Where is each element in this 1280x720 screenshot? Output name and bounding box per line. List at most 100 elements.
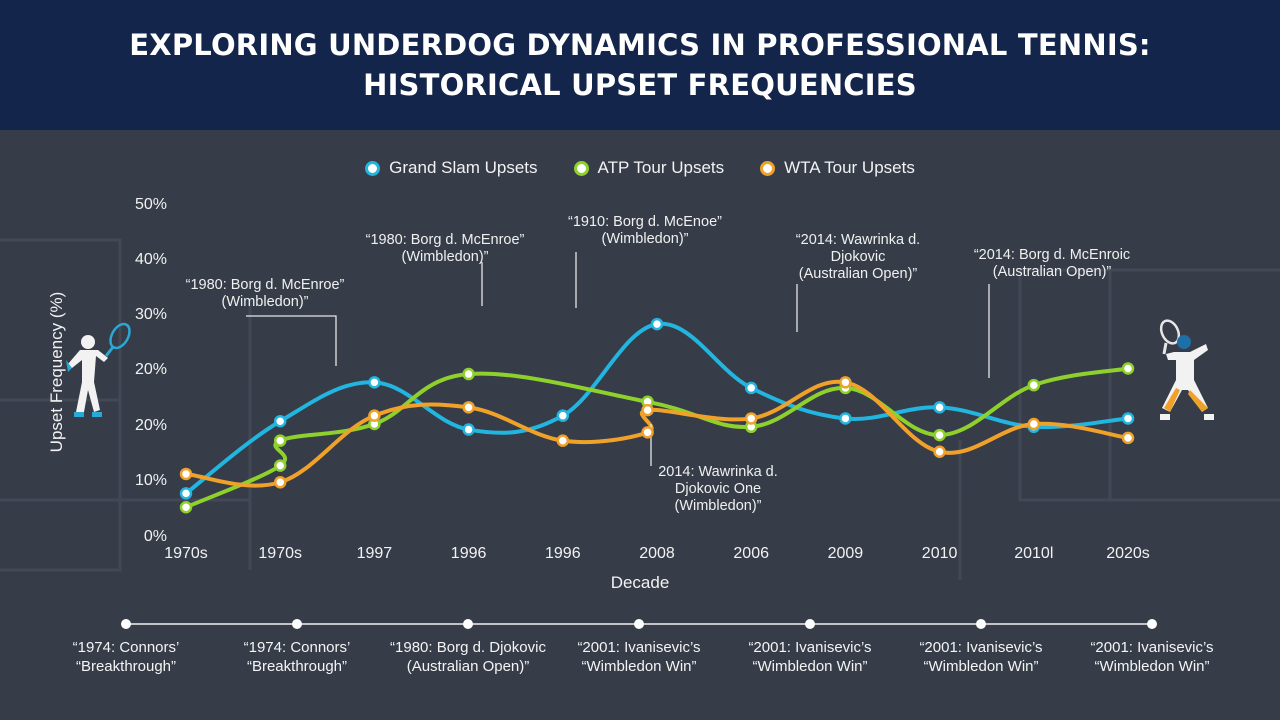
y-tick-label: 50% [135,196,167,213]
data-point-grand-slam [179,487,193,500]
tennis-player-left-icon [66,322,131,417]
x-tick-label: 2010l [1014,545,1053,562]
timeline-event-label: “2001: Ivanisevic’s “Wimbledon Win” [896,638,1066,676]
x-axis-label: Decade [611,573,670,592]
x-tick-label: 1996 [545,545,581,562]
annotation-text: “1980: Borg d. McEnroe” (Wimbledon)” [366,232,525,265]
x-tick-label: 2008 [639,545,675,562]
x-tick-label: 1996 [451,545,487,562]
timeline-event-line-2: “Wimbledon Win” [923,658,1039,675]
x-tick-label: 1997 [357,545,393,562]
annotation-text: “1910: Borg d. McEnoe” (Wimbledon)” [568,214,722,247]
legend-item-grand-slam: Grand Slam Upsets [365,158,538,178]
x-tick-label: 1970s [258,545,302,562]
legend-marker-wta [760,160,776,176]
chart-title-line-2: HISTORICAL UPSET FREQUENCIES [363,68,917,102]
timeline-event-line-2: “Wimbledon Win” [581,658,697,675]
data-point-atp [1121,362,1135,375]
data-point-wta [273,476,287,489]
tennis-player-right-icon [1159,319,1214,420]
series-line-atp [184,366,1130,510]
y-tick-label: 10% [135,472,167,489]
y-axis-label: Upset Frequency (%) [47,292,66,453]
data-point-grand-slam [1121,412,1135,425]
header-banner: EXPLORING UNDERDOG DYNAMICS IN PROFESSIO… [0,0,1280,130]
timeline-event-line-2: “Breakthrough” [75,658,177,675]
timeline-event-line-1: “2001: Ivanisevic’s [577,639,701,656]
annotation-connectors [246,252,990,466]
timeline-marker [976,619,986,629]
timeline-event-label: “1980: Borg d. Djokovic (Australian Open)… [383,638,553,676]
annotation-text: “2014: Wawrinka d. Djokovic (Australian Op… [796,232,920,282]
timeline-event-label: “2001: Ivanisevic’s “Wimbledon Win” [1067,638,1237,676]
x-tick-label: 2009 [828,545,864,562]
x-tick-label: 1970s [164,545,208,562]
timeline [121,619,1157,629]
data-point-atp [462,367,475,381]
data-point-wta [368,409,381,422]
data-point-grand-slam [273,414,287,428]
timeline-event-line-1: “1980: Borg d. Djokovic [390,639,546,656]
legend-marker-grand-slam [365,160,381,176]
data-point-wta [1121,431,1135,445]
timeline-marker [292,619,302,629]
data-point-grand-slam [650,317,664,331]
timeline-event-line-2: “Wimbledon Win” [752,658,868,675]
timeline-marker [121,619,131,629]
data-point-grand-slam [368,376,381,389]
legend-item-atp: ATP Tour Upsets [573,158,725,178]
timeline-event-label: “2001: Ivanisevic’s “Wimbledon Win” [725,638,895,676]
y-tick-label: 20% [135,361,167,378]
timeline-event-line-2: “Breakthrough” [246,658,348,675]
data-point-atp [179,501,193,514]
x-tick-label: 2020s [1106,545,1150,562]
y-tick-label: 0% [144,528,167,545]
timeline-event-label: “2001: Ivanisevic’s “Wimbledon Win” [554,638,724,676]
x-axis-ticks: 1970s 1970s 1997 1996 1996 2008 2006 2009 2010 20… [164,545,1150,562]
series-line-wta [184,379,1130,488]
timeline-event-line-2: (Australian Open)” [406,658,530,675]
legend-label-grand-slam: Grand Slam Upsets [389,158,538,177]
data-point-grand-slam [933,401,946,414]
data-point-wta [933,445,946,458]
x-tick-label: 2010 [922,545,958,562]
legend-label-atp: ATP Tour Upsets [597,158,725,177]
court-lines-background [0,238,1280,580]
chart-legend: Grand Slam Upsets ATP Tour Upsets WTA To… [0,154,1280,182]
timeline-event-label: “1974: Connors’ “Breakthrough” [212,638,382,676]
timeline-marker [634,619,644,629]
data-point-wta [744,412,758,425]
data-point-wta [1027,417,1041,431]
series-lines [184,321,1130,510]
data-point-atp [273,434,287,447]
y-axis-ticks: 0% 10% 20% 20% 30% 40% 50% [135,196,167,545]
y-tick-label: 30% [135,306,167,323]
timeline-marker [805,619,815,629]
y-tick-label: 20% [135,417,167,434]
timeline-event-line-1: “1974: Connors’ [243,639,351,656]
timeline-marker [1147,619,1157,629]
data-point-atp [933,428,946,442]
data-point-wta [179,467,193,481]
data-point-wta [556,434,570,447]
series-points [179,317,1135,514]
data-point-wta [839,376,852,389]
annotation-connector [246,315,337,366]
annotation-text: “2014: Borg d. McEnroic (Australian Open)… [974,247,1130,280]
x-tick-label: 2006 [733,545,769,562]
chart-title-line-1: EXPLORING UNDERDOG DYNAMICS IN PROFESSIO… [129,28,1151,62]
data-point-grand-slam [462,423,475,436]
annotations: “1980: Borg d. McEnroe” (Wimbledon)” “1980… [186,214,1131,514]
data-point-wta [462,401,475,414]
data-point-atp [1027,378,1041,392]
data-point-wta [641,403,654,417]
y-tick-label: 40% [135,251,167,268]
timeline-event-line-1: “1974: Connors’ [72,639,180,656]
timeline-marker [463,619,473,629]
timeline-event-line-1: “2001: Ivanisevic’s [748,639,872,656]
annotation-text: 2014: Wawrinka d. Djokovic One (Wimbledon)… [658,464,778,514]
data-point-wta [641,426,654,439]
legend-marker-atp [573,160,589,176]
data-point-grand-slam [556,409,570,422]
